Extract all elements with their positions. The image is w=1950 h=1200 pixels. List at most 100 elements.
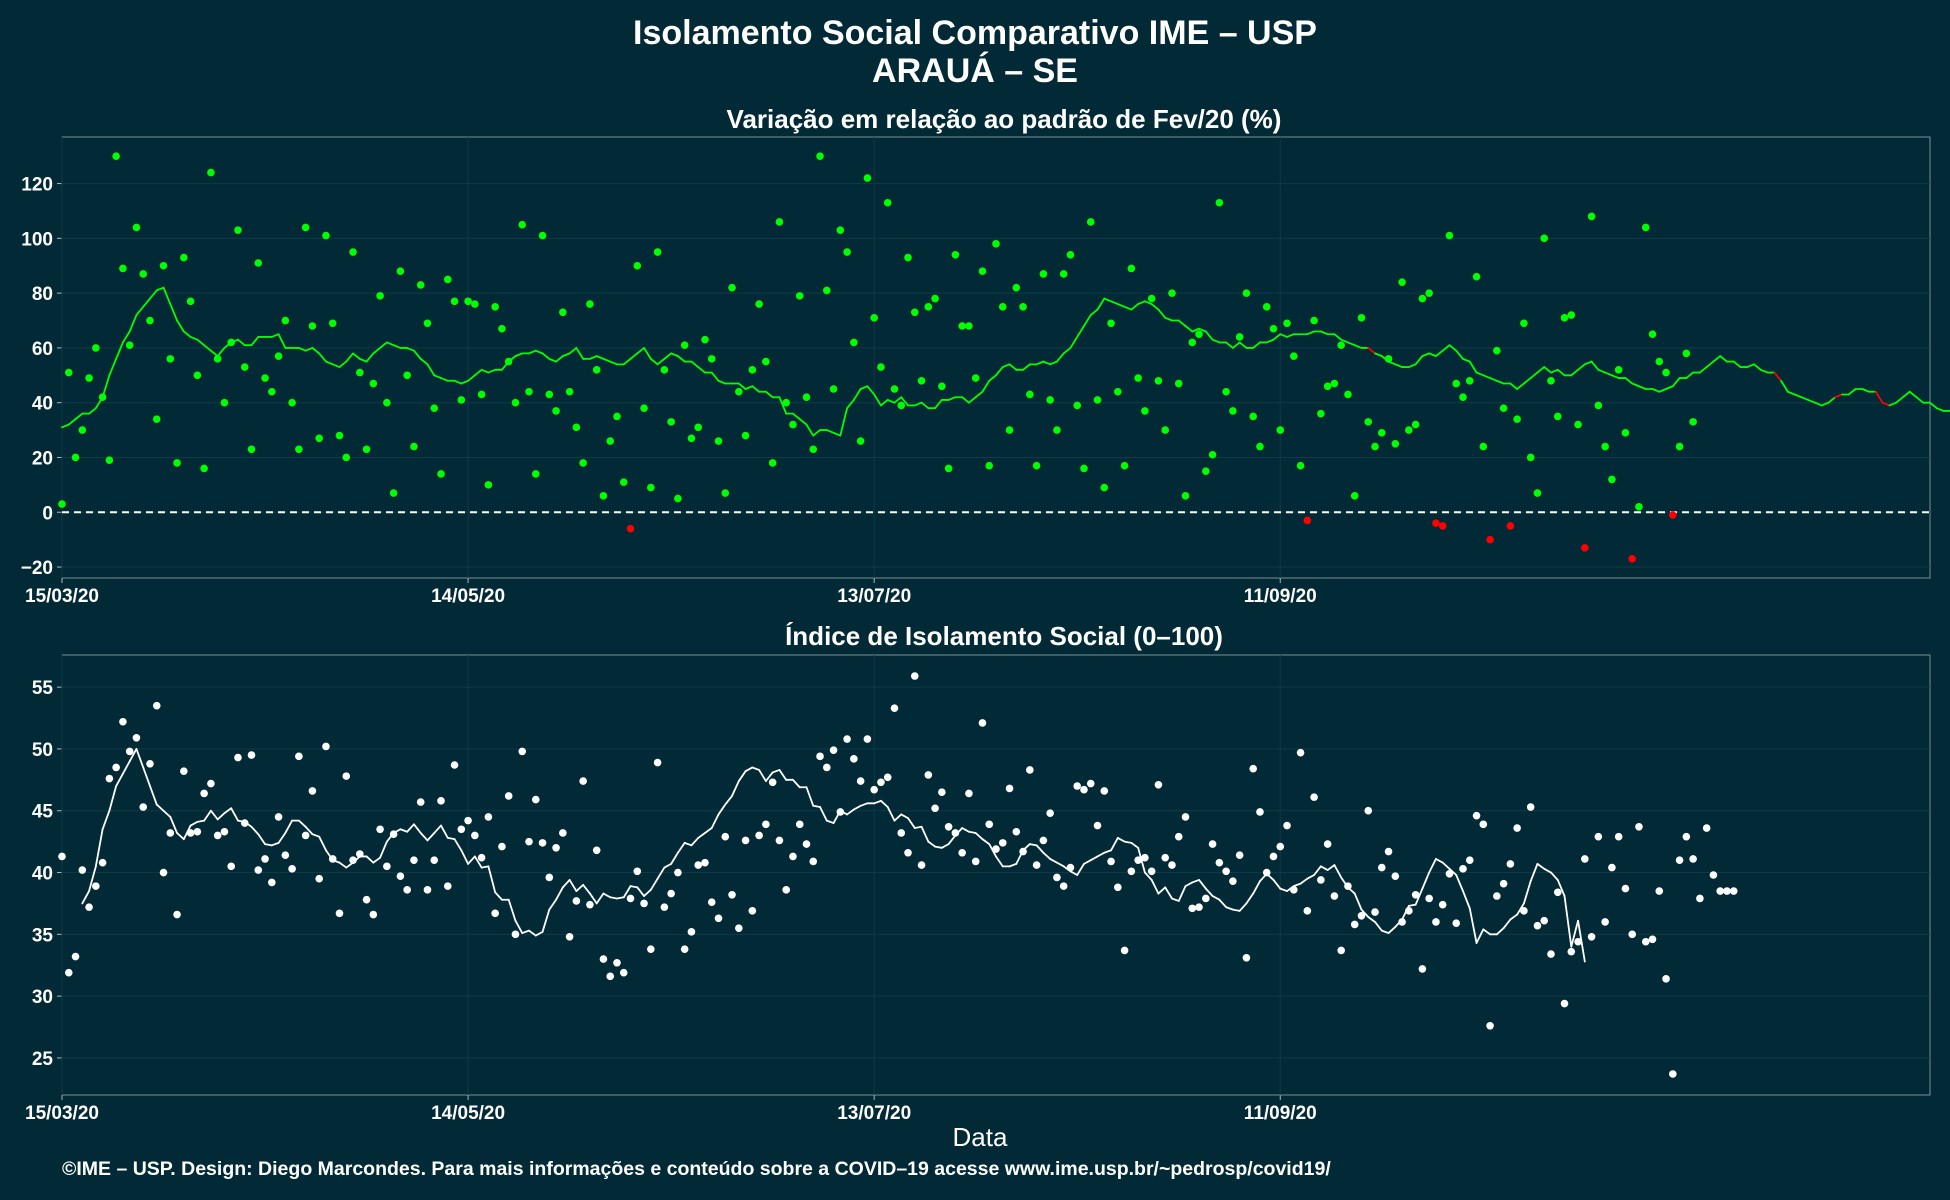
- daily-point: [1195, 330, 1203, 339]
- daily-point: [1080, 464, 1088, 473]
- daily-point: [1614, 832, 1623, 841]
- daily-point: [369, 379, 378, 388]
- moving-average-segment: [920, 825, 930, 843]
- daily-point: [105, 456, 114, 465]
- daily-point: [396, 267, 405, 276]
- moving-average-segment: [433, 824, 442, 834]
- daily-point: [714, 914, 723, 923]
- daily-point: [809, 445, 818, 454]
- moving-average-segment: [582, 883, 591, 895]
- daily-point: [998, 839, 1007, 847]
- moving-average-segment: [974, 390, 984, 399]
- moving-average-segment: [1665, 385, 1674, 390]
- moving-average-segment: [595, 892, 605, 905]
- daily-point: [985, 820, 994, 829]
- daily-point: [213, 831, 222, 840]
- moving-average-segment: [1874, 390, 1884, 404]
- daily-point: [1053, 873, 1061, 882]
- moving-average-segment: [663, 862, 673, 869]
- daily-point: [1039, 836, 1048, 845]
- daily-point: [1269, 852, 1278, 861]
- daily-point: [606, 972, 615, 981]
- daily-point: [1161, 853, 1170, 862]
- daily-point: [1296, 461, 1305, 470]
- daily-point: [362, 445, 371, 454]
- moving-average-segment: [189, 820, 199, 827]
- daily-point: [1168, 861, 1176, 869]
- moving-average-segment: [1888, 401, 1898, 407]
- daily-point: [234, 753, 242, 762]
- daily-point: [1289, 352, 1298, 360]
- daily-point: [640, 404, 648, 412]
- moving-average-segment: [487, 865, 497, 894]
- moving-average-segment: [480, 865, 490, 869]
- moving-average-segment: [1089, 308, 1099, 316]
- daily-point: [1235, 851, 1244, 860]
- daily-point: [85, 374, 93, 382]
- daily-point: [1181, 813, 1190, 821]
- moving-average-segment: [1786, 390, 1796, 396]
- moving-average-segment: [724, 794, 733, 806]
- moving-average-segment: [589, 355, 598, 360]
- daily-point: [1689, 418, 1697, 426]
- daily-point: [1438, 900, 1447, 909]
- daily-point: [883, 773, 892, 782]
- moving-average-segment: [1475, 371, 1485, 377]
- daily-point: [1553, 412, 1562, 421]
- daily-point: [829, 746, 838, 754]
- moving-average-segment: [568, 879, 578, 892]
- moving-average-segment: [1407, 363, 1417, 368]
- daily-point: [1229, 877, 1237, 885]
- daily-point: [525, 387, 533, 396]
- daily-point: [1696, 894, 1704, 903]
- daily-point: [1168, 289, 1176, 297]
- moving-average-segment: [1191, 327, 1200, 333]
- daily-point: [762, 820, 770, 829]
- moving-average-segment: [440, 824, 449, 839]
- daily-point: [1357, 313, 1366, 322]
- daily-point: [1330, 379, 1339, 388]
- moving-average-segment: [1529, 862, 1539, 883]
- daily-point: [633, 261, 642, 270]
- moving-average-segment: [196, 338, 206, 347]
- moving-average-segment: [297, 347, 307, 352]
- moving-average-segment: [358, 357, 368, 363]
- daily-point: [775, 218, 784, 226]
- moving-average-segment: [805, 423, 815, 437]
- daily-point: [660, 903, 669, 911]
- daily-point: [518, 220, 527, 229]
- index-panel-title: Índice de Isolamento Social (0–100): [785, 621, 1223, 651]
- moving-average-segment: [1231, 908, 1241, 912]
- daily-point: [389, 489, 398, 497]
- moving-average-segment: [446, 837, 456, 841]
- daily-point: [1540, 234, 1549, 243]
- moving-average-segment: [1042, 851, 1052, 860]
- daily-point: [958, 322, 966, 330]
- daily-point: [119, 717, 127, 726]
- moving-average-segment: [1407, 903, 1417, 907]
- daily-point: [626, 524, 635, 533]
- daily-point: [1594, 401, 1603, 410]
- daily-point: [1323, 382, 1332, 391]
- daily-point: [1202, 467, 1210, 475]
- moving-average-segment: [961, 396, 970, 404]
- daily-point: [71, 453, 80, 462]
- x-tick-label: 14/05/20: [431, 1103, 505, 1124]
- moving-average-segment: [907, 817, 916, 829]
- daily-point: [619, 478, 628, 486]
- daily-point: [789, 852, 797, 861]
- moving-average-segment: [1238, 341, 1248, 349]
- moving-average-segment: [413, 349, 422, 360]
- moving-average-segment: [1780, 379, 1789, 393]
- moving-average-segment: [1658, 388, 1667, 393]
- moving-average-segment: [1773, 371, 1783, 382]
- moving-average-segment: [778, 396, 788, 415]
- moving-average-segment: [805, 786, 815, 807]
- variation-panel: Variação em relação ao padrão de Fev/20 …: [21, 104, 1950, 607]
- daily-point: [910, 308, 919, 317]
- moving-average-segment: [304, 347, 314, 352]
- moving-average-segment: [1827, 396, 1837, 404]
- daily-point: [944, 464, 953, 473]
- daily-point: [288, 398, 296, 407]
